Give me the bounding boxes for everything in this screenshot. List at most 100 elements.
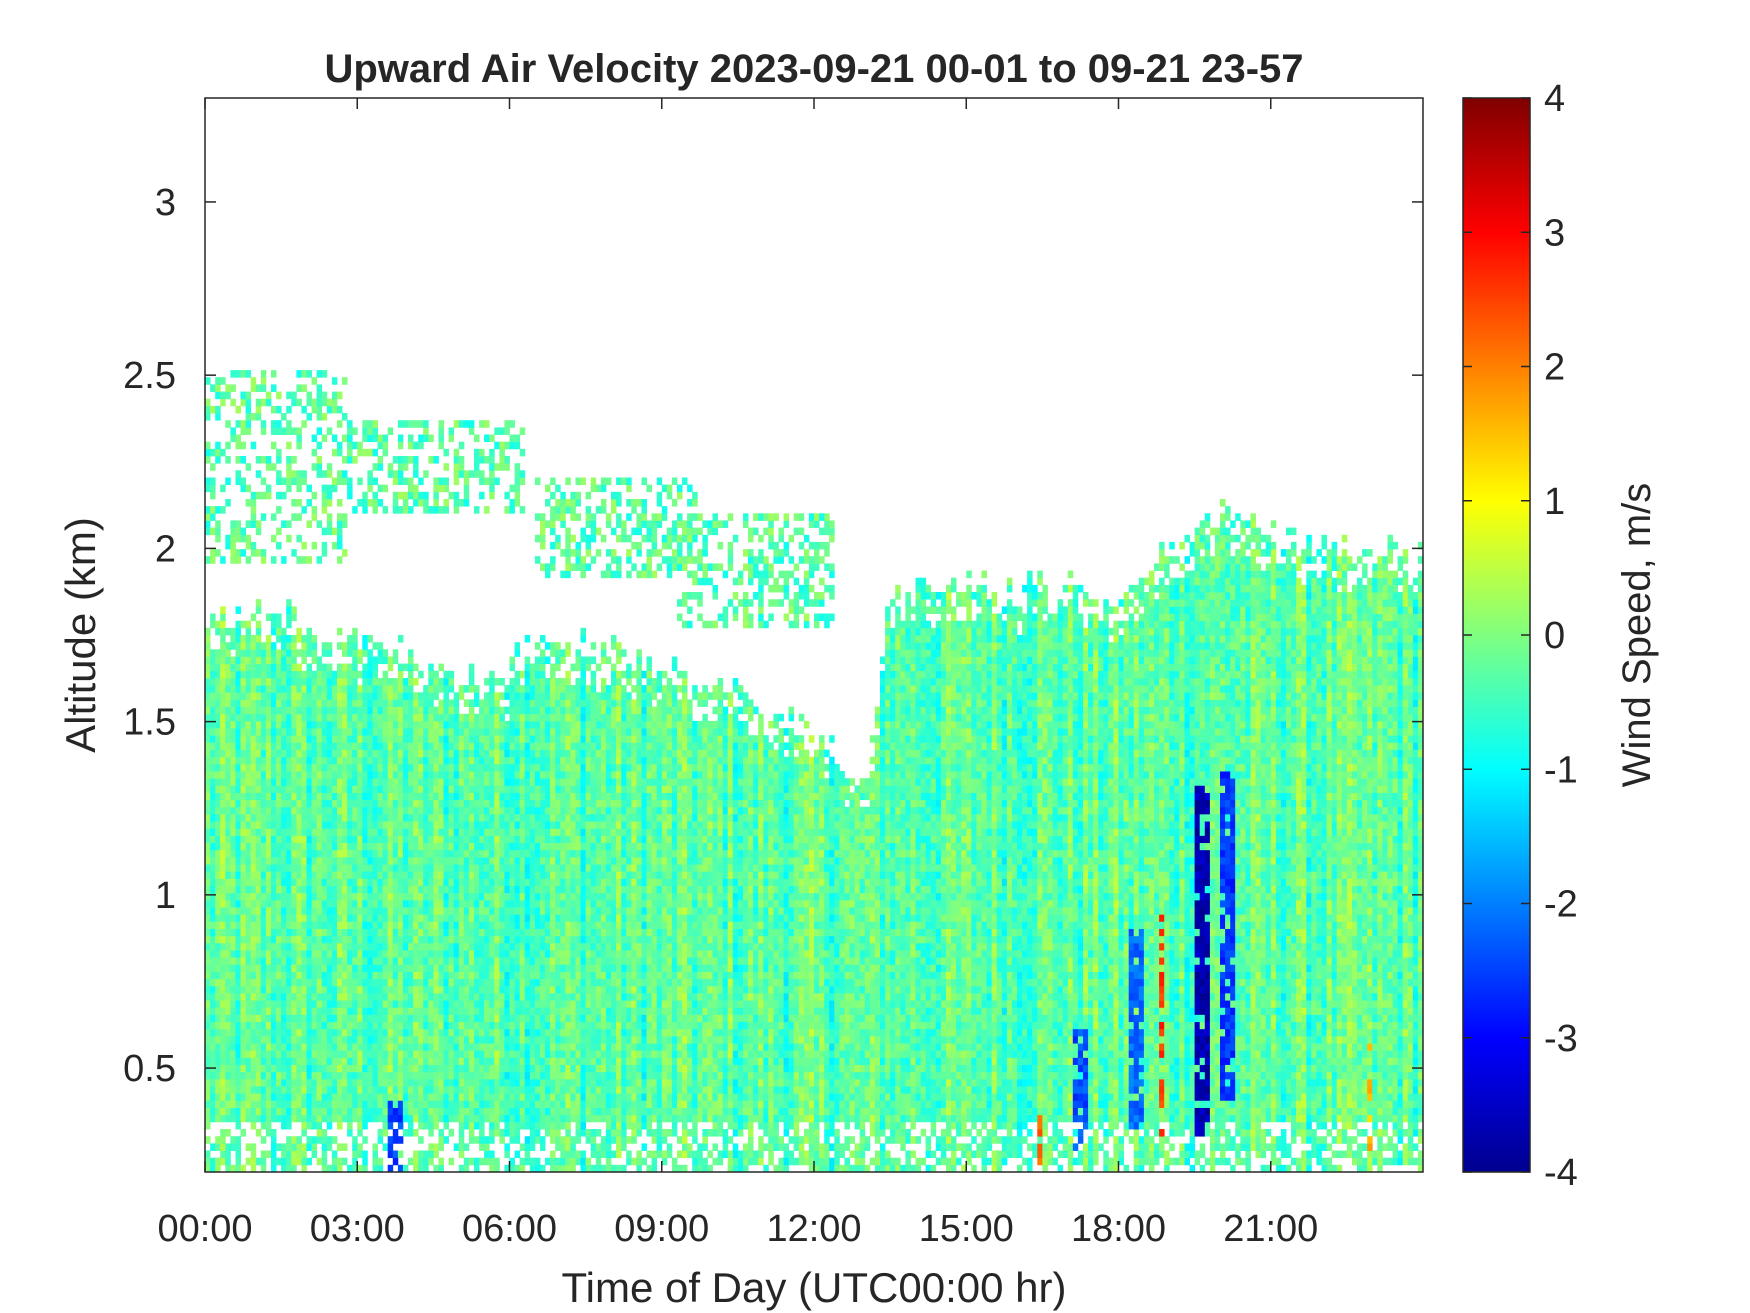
heatmap-cell xyxy=(357,985,363,994)
heatmap-cell xyxy=(235,971,241,980)
heatmap-cell xyxy=(306,756,312,765)
heatmap-cell xyxy=(494,835,500,844)
heatmap-cell xyxy=(362,1050,368,1058)
heatmap-cell xyxy=(458,985,465,994)
heatmap-cell xyxy=(220,720,226,729)
heatmap-cell xyxy=(240,391,246,400)
heatmap-cell xyxy=(286,606,292,614)
heatmap-cell xyxy=(301,792,307,801)
heatmap-cell xyxy=(276,985,282,994)
heatmap-cell xyxy=(489,1050,495,1058)
heatmap-cell xyxy=(220,627,226,636)
heatmap-cell xyxy=(291,1014,297,1023)
heatmap-cell xyxy=(271,957,277,965)
heatmap-cell xyxy=(337,1143,343,1151)
heatmap-cell xyxy=(326,935,333,944)
heatmap-cell xyxy=(524,1071,531,1080)
heatmap-cell xyxy=(448,1000,455,1008)
heatmap-cell xyxy=(367,1100,373,1108)
heatmap-cell xyxy=(387,463,394,471)
heatmap-cell xyxy=(255,1050,262,1058)
heatmap-cell xyxy=(387,1136,394,1144)
heatmap-cell xyxy=(326,1164,333,1172)
heatmap-cell xyxy=(377,1100,384,1108)
heatmap-cell xyxy=(281,656,287,665)
heatmap-cell xyxy=(291,799,297,808)
heatmap-cell xyxy=(514,1093,521,1101)
heatmap-cell xyxy=(326,806,333,815)
heatmap-cell xyxy=(428,1036,434,1044)
heatmap-cell xyxy=(453,899,460,908)
heatmap-cell xyxy=(514,728,521,736)
heatmap-cell xyxy=(316,1028,323,1037)
heatmap-cell xyxy=(514,434,521,443)
heatmap-cell xyxy=(433,978,439,987)
heatmap-cell xyxy=(474,771,480,779)
heatmap-cell xyxy=(392,878,399,886)
heatmap-cell xyxy=(352,685,358,693)
heatmap-cell xyxy=(235,692,241,700)
heatmap-cell xyxy=(458,1136,465,1144)
heatmap-cell xyxy=(438,799,444,808)
heatmap-cell xyxy=(413,692,419,700)
heatmap-cell xyxy=(306,685,312,693)
heatmap-cell xyxy=(397,728,404,736)
heatmap-cell xyxy=(326,499,333,507)
heatmap-cell xyxy=(382,649,389,657)
heatmap-cell xyxy=(489,985,495,994)
heatmap-cell xyxy=(225,928,231,937)
heatmap-cell xyxy=(347,792,353,801)
heatmap-cell xyxy=(311,914,318,922)
heatmap-cell xyxy=(484,1007,490,1015)
heatmap-cell xyxy=(479,763,485,772)
heatmap-cell xyxy=(291,864,297,872)
heatmap-cell xyxy=(286,871,292,879)
heatmap-cell xyxy=(514,785,521,793)
heatmap-cell xyxy=(306,706,312,715)
heatmap-cell xyxy=(468,1078,475,1087)
heatmap-cell xyxy=(413,441,419,450)
heatmap-cell xyxy=(377,484,384,493)
heatmap-cell xyxy=(458,1143,465,1151)
heatmap-cell xyxy=(342,828,348,836)
heatmap-cell xyxy=(271,556,277,564)
heatmap-cell xyxy=(276,1143,282,1151)
heatmap-cell xyxy=(453,1021,460,1030)
heatmap-cell xyxy=(387,678,394,686)
heatmap-cell xyxy=(311,1014,318,1023)
heatmap-cell xyxy=(321,828,328,836)
heatmap-cell xyxy=(423,427,429,435)
heatmap-cell xyxy=(367,799,373,808)
heatmap-cell xyxy=(474,806,480,815)
heatmap-cell xyxy=(362,899,368,908)
heatmap-cell xyxy=(281,670,287,679)
heatmap-cell xyxy=(504,728,510,736)
heatmap-cell xyxy=(453,978,460,987)
heatmap-cell xyxy=(286,985,292,994)
heatmap-cell xyxy=(423,470,429,478)
heatmap-cell xyxy=(301,756,307,765)
heatmap-cell xyxy=(311,678,318,686)
heatmap-cell xyxy=(225,1064,231,1073)
heatmap-cell xyxy=(397,957,404,965)
heatmap-cell xyxy=(387,756,394,765)
heatmap-cell xyxy=(529,1028,536,1037)
heatmap-cell xyxy=(337,1007,343,1015)
heatmap-cell xyxy=(494,1064,500,1073)
heatmap-cell xyxy=(306,1121,312,1130)
heatmap-cell xyxy=(321,1114,328,1123)
heatmap-cell xyxy=(382,1021,389,1030)
heatmap-cell xyxy=(255,985,262,994)
heatmap-cell xyxy=(230,656,236,665)
heatmap-cell xyxy=(352,885,358,894)
heatmap-cell xyxy=(413,942,419,951)
heatmap-cell xyxy=(514,864,521,872)
heatmap-cell xyxy=(382,921,389,929)
heatmap-cell xyxy=(215,1036,221,1044)
heatmap-cell xyxy=(408,1107,414,1116)
heatmap-cell xyxy=(337,1100,343,1108)
heatmap-cell xyxy=(337,957,343,965)
heatmap-cell xyxy=(286,1086,292,1094)
heatmap-cell xyxy=(316,1071,323,1080)
heatmap-cell xyxy=(392,1057,399,1065)
